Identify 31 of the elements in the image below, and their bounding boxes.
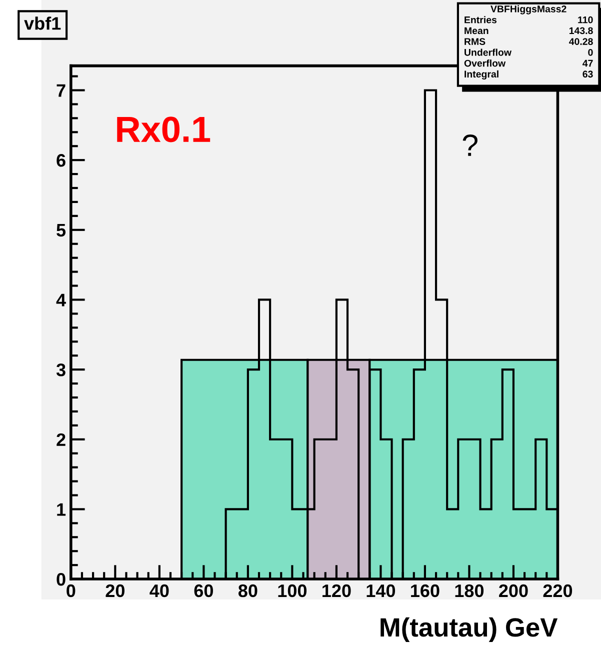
y-tick-label: 0 [56,572,66,586]
y-tick-label: 4 [56,294,66,306]
annotation: Rx0.1 [117,116,210,142]
text: Entries 110 [464,16,593,24]
y-tick-label: 5 [56,224,66,237]
y-tick-label: 1 [57,503,66,516]
x-axis-title: M(tautau) GeV [380,617,558,642]
text: Integral 63 [464,70,593,80]
x-tick-label: 180 [455,584,484,598]
x-tick-label: 60 [194,584,213,598]
annotation: ? [462,134,478,156]
x-tick-label: 0 [66,584,76,598]
y-tick-label: 6 [56,154,66,167]
text: Underflow 0 [464,48,593,56]
y-tick-label: 2 [56,433,66,446]
x-tick-label: 200 [499,584,528,598]
x-tick-label: 20 [106,584,124,598]
x-tick-label: 100 [278,584,307,598]
text: VBFHiggsMass2 [490,5,566,14]
y-tick-label: 7 [56,84,66,97]
text: RMS 40.28 [464,38,593,45]
y-tick-label: 3 [56,363,66,376]
x-tick-label: 220 [543,584,572,598]
x-tick-label: 160 [411,584,440,598]
x-tick-label: 80 [238,584,258,598]
x-tick-label: 40 [150,584,169,598]
text: Overflow 47 [464,60,593,67]
text: Mean 143.8 [464,27,593,34]
chart-title: vbf1 [24,16,61,30]
x-tick-label: 140 [366,584,396,598]
x-tick-label: 120 [322,584,351,598]
